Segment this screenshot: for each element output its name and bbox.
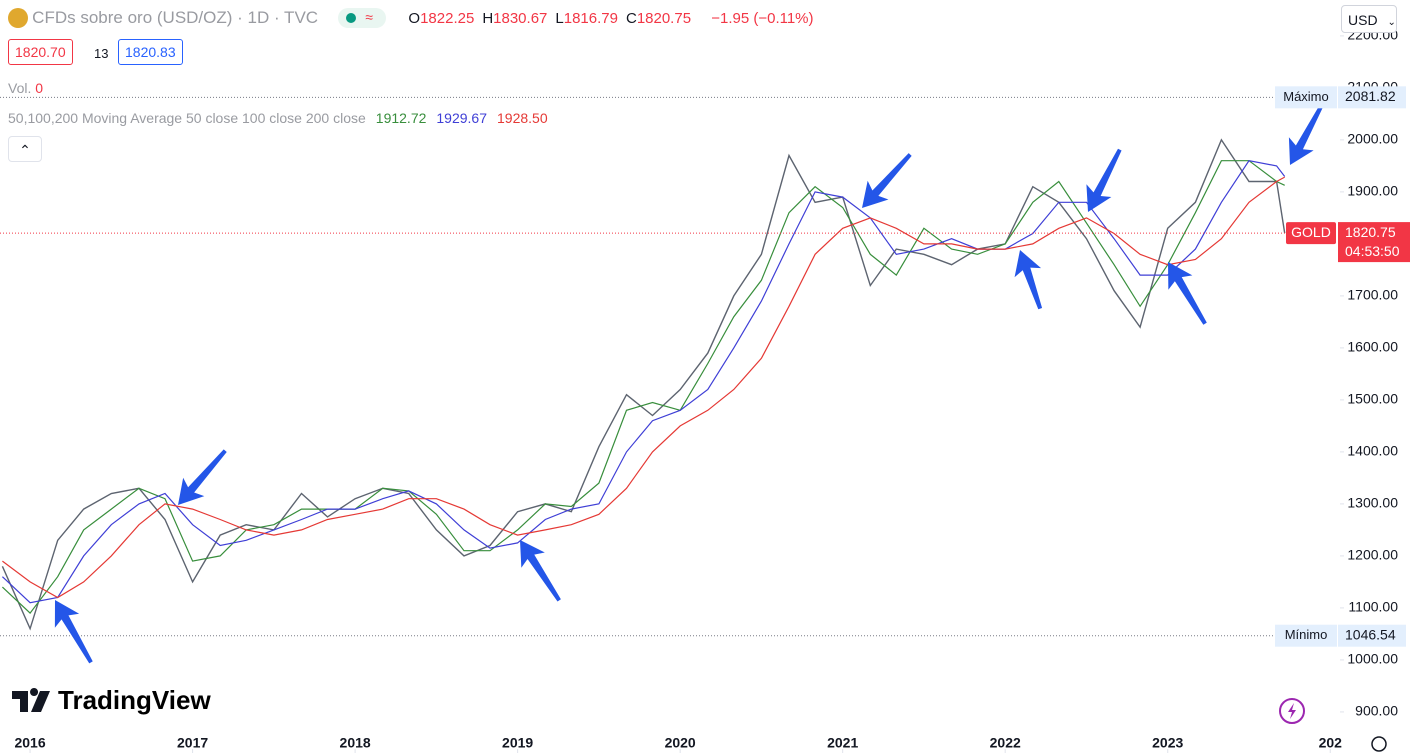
max-value: 2081.82: [1345, 88, 1396, 104]
currency: USD: [1348, 12, 1378, 28]
price-change: −1.95 (−0.11%): [711, 9, 814, 27]
y-tick-label: 1300.00: [1347, 495, 1398, 511]
y-tick-label: 1500.00: [1347, 391, 1398, 407]
last-price: 1820.75: [1345, 224, 1396, 240]
arrow: [1086, 148, 1122, 212]
y-tick-label: 1900.00: [1347, 183, 1398, 199]
y-tick-label: 1600.00: [1347, 339, 1398, 355]
volume-value: 0: [35, 80, 44, 96]
x-tick-label: 2020: [665, 735, 696, 751]
ma-value: 1929.67: [436, 110, 487, 126]
y-tick-label: 900.00: [1355, 703, 1398, 719]
brand: TradingView: [12, 685, 211, 715]
flash-icon[interactable]: [1279, 698, 1305, 724]
ohlc: O1822.25 H1830.67 L1816.79 C1820.75: [408, 10, 699, 27]
arrow: [1168, 262, 1207, 325]
flash-bolt: [1288, 703, 1296, 719]
ohlc-key: H: [482, 9, 494, 27]
volume-row: Vol. 0: [8, 80, 43, 96]
x-tick-label: 2017: [177, 735, 208, 751]
market-status[interactable]: ≈: [338, 8, 387, 28]
countdown: 04:53:50: [1345, 243, 1400, 259]
symbol-tag: GOLD: [1291, 224, 1331, 240]
bid-price[interactable]: 1820.70: [8, 39, 73, 65]
arrow: [1288, 105, 1323, 165]
y-tick-label: 1000.00: [1347, 651, 1398, 667]
y-tick-label: 1200.00: [1347, 547, 1398, 563]
brand-name: TradingView: [58, 685, 211, 715]
ohlc-value: 1830.67: [493, 9, 548, 27]
x-tick-label: 2022: [990, 735, 1021, 751]
x-tick-label: 2021: [827, 735, 858, 751]
price-line: [1, 138, 1286, 631]
arrow: [178, 449, 227, 505]
min-label-bg: [1275, 624, 1337, 647]
max-value-bg: [1338, 86, 1406, 109]
y-tick-label: 2000.00: [1347, 131, 1398, 147]
brand-logo: [12, 688, 50, 712]
moving-average: [2, 176, 1285, 599]
moving-average: [1, 160, 1285, 614]
moving-average: [1, 160, 1286, 604]
x-tick-label: 202: [1319, 735, 1343, 751]
spread: 13: [94, 46, 109, 61]
arrow: [862, 153, 912, 208]
ma-value: 1912.72: [375, 110, 427, 126]
x-tick-label: 2019: [502, 735, 533, 751]
currency-select[interactable]: USD ⌄: [1341, 5, 1397, 33]
ohlc-key: O: [408, 9, 421, 27]
x-tick-label: 2023: [1152, 735, 1183, 751]
last-price-bg: [1338, 222, 1410, 263]
indicator-name: 50,100,200 Moving Average 50 close 100 c…: [8, 110, 366, 126]
y-tick-label: 1400.00: [1347, 443, 1398, 459]
indicator-row: 50,100,200 Moving Average 50 close 100 c…: [8, 110, 548, 126]
x-tick-label: 2016: [14, 735, 45, 751]
arrow: [520, 540, 561, 602]
ohlc-value: 1822.25: [420, 9, 475, 27]
ask-price[interactable]: 1820.83: [118, 39, 183, 65]
annotations: [54, 105, 1323, 664]
min-value: 1046.54: [1345, 626, 1396, 642]
symbol-tag-bg: [1286, 222, 1336, 245]
arrow: [1014, 250, 1043, 310]
max-label-bg: [1275, 86, 1337, 109]
ohlc-key: L: [555, 9, 564, 27]
collapse-button[interactable]: ⌃: [8, 136, 42, 162]
arrow: [54, 600, 93, 664]
symbol-row: CFDs sobre oro (USD/OZ) · 1D · TVC ≈ O18…: [8, 8, 814, 28]
x-tick-label: 2018: [340, 735, 371, 751]
ohlc-value: 1820.75: [636, 9, 692, 27]
symbol-icon: [8, 8, 28, 28]
max-label: Máximo: [1283, 89, 1329, 104]
symbol-title: CFDs sobre oro (USD/OZ) · 1D · TVC: [32, 8, 319, 27]
y-tick-label: 1100.00: [1348, 599, 1398, 615]
volume-label: Vol.: [8, 80, 32, 96]
min-value-bg: [1338, 624, 1406, 647]
settings-icon[interactable]: [1371, 736, 1387, 752]
y-tick-label: 1700.00: [1347, 287, 1398, 303]
ma-value: 1928.50: [497, 110, 548, 126]
ohlc-key: C: [625, 9, 637, 27]
min-label: Mínimo: [1285, 627, 1328, 642]
ohlc-value: 1816.79: [563, 9, 618, 27]
